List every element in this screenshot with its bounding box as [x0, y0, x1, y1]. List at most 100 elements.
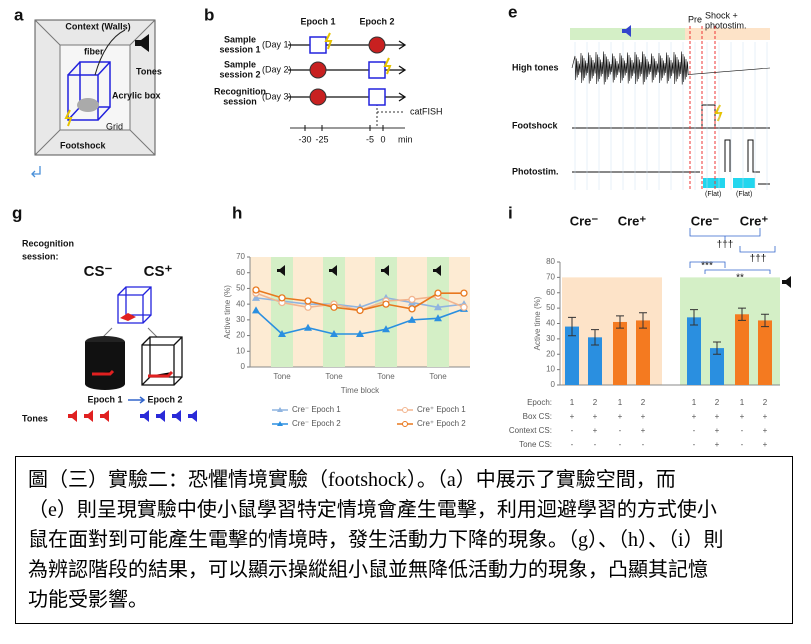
label: photostim. — [705, 20, 747, 30]
figure: a Context (Walls) fiber Tones Acrylic bo… — [12, 2, 791, 449]
y-tick-label: 60 — [236, 268, 245, 277]
y-tick-label: 10 — [236, 346, 245, 355]
x-tick-label: Tone — [273, 372, 291, 381]
marker — [434, 289, 442, 297]
time-label: -25 — [315, 134, 328, 144]
bar — [588, 337, 602, 385]
bar — [613, 321, 627, 385]
label: Grid — [106, 121, 123, 131]
day-label: (Day 1) — [262, 39, 292, 49]
label: fiber — [84, 46, 104, 56]
arrow — [288, 40, 407, 50]
panel-label: i — [508, 203, 513, 222]
marker — [382, 300, 390, 308]
bar — [758, 320, 772, 385]
session-label: Sample — [224, 34, 256, 44]
y-tick-label: 30 — [236, 315, 245, 324]
row-label: Footshock — [512, 120, 558, 130]
trace — [571, 51, 771, 85]
marker — [356, 306, 364, 315]
marker — [252, 306, 260, 314]
group-label: Cre⁻ — [691, 213, 720, 228]
tone-icon — [277, 265, 285, 276]
legend-marker — [402, 407, 408, 413]
tone-band — [375, 257, 397, 367]
y-tick-label: 50 — [236, 284, 245, 293]
x-tick-label: 1 — [740, 398, 745, 407]
tone-band — [271, 257, 293, 367]
design-cell: - — [619, 440, 622, 449]
y-tick-label: 70 — [546, 272, 555, 281]
bar — [636, 320, 650, 385]
epoch-header: Epoch 2 — [359, 16, 394, 26]
label: Tones — [136, 66, 162, 76]
panel-e: e Pre Shock + photostim. High tones Foot… — [508, 2, 771, 198]
session-label: Recognition — [214, 86, 266, 96]
design-cell: + — [593, 426, 598, 435]
design-cell: + — [740, 412, 745, 421]
panel-label: g — [12, 203, 22, 222]
day-label: (Day 2) — [262, 64, 292, 74]
error-bar — [761, 313, 769, 328]
panel-label: a — [14, 5, 24, 24]
tone-icon — [381, 265, 389, 276]
label: (Flat) — [736, 191, 752, 198]
legend-label: Cre⁻ Epoch 1 — [292, 405, 341, 414]
legend-marker — [402, 421, 408, 427]
design-cell: + — [641, 426, 646, 435]
marker — [252, 286, 260, 294]
row-label: High tones — [512, 62, 559, 72]
session-label: Sample — [224, 59, 256, 69]
marker — [278, 294, 286, 302]
design-cell: - — [619, 426, 622, 435]
y-tick-label: 40 — [546, 319, 555, 328]
label: Epoch 2 — [147, 394, 182, 404]
label: CS⁻ — [84, 263, 113, 280]
marker — [434, 303, 442, 311]
bar — [565, 326, 579, 385]
marker — [304, 323, 312, 331]
design-cell: + — [763, 440, 768, 449]
legend-label: Cre⁻ Epoch 2 — [292, 419, 341, 428]
time-label: -5 — [366, 134, 374, 144]
label: Epoch 1 — [87, 394, 122, 404]
significance: ††† — [750, 254, 767, 265]
design-cell: - — [571, 440, 574, 449]
design-cell: + — [593, 412, 598, 421]
error-bar — [591, 329, 599, 346]
row-label: Photostim. — [512, 166, 559, 176]
y-tick-label: 40 — [236, 299, 245, 308]
marker — [278, 330, 286, 337]
label: Context (Walls) — [65, 21, 130, 31]
panel-label: h — [232, 203, 242, 222]
tone-icon — [329, 265, 337, 276]
shock-icon — [324, 32, 333, 50]
legend-label: Cre⁺ Epoch 1 — [417, 405, 466, 414]
label: catFISH — [410, 106, 443, 116]
x-tick-label: 1 — [692, 398, 697, 407]
caption-line: 功能受影響。 — [28, 589, 148, 611]
error-bar — [639, 312, 647, 329]
label: CS⁺ — [144, 263, 173, 280]
session-label: session 2 — [219, 69, 260, 79]
marker — [356, 330, 364, 337]
x-tick-label: 2 — [715, 398, 720, 407]
row-label: Box CS: — [523, 412, 552, 421]
caption: 圖（三）實驗二：恐懼情境實驗（footshock）。（a）中展示了實驗空間，而 （… — [15, 456, 793, 624]
y-tick-label: 0 — [241, 362, 246, 371]
marker — [460, 289, 468, 297]
y-tick-label: 80 — [546, 257, 555, 266]
x-tick-label: Tone — [429, 372, 447, 381]
marker — [408, 295, 416, 304]
x-tick-label: 1 — [618, 398, 623, 407]
design-cell: - — [741, 426, 744, 435]
significance: ** — [736, 273, 744, 284]
label: session: — [22, 251, 59, 261]
panel-label: e — [508, 2, 517, 21]
y-tick-label: 50 — [546, 303, 555, 312]
y-tick-label: 0 — [551, 380, 556, 389]
label: Acrylic box — [112, 90, 161, 100]
x-tick-label: Tone — [377, 372, 395, 381]
arrow — [288, 92, 407, 102]
